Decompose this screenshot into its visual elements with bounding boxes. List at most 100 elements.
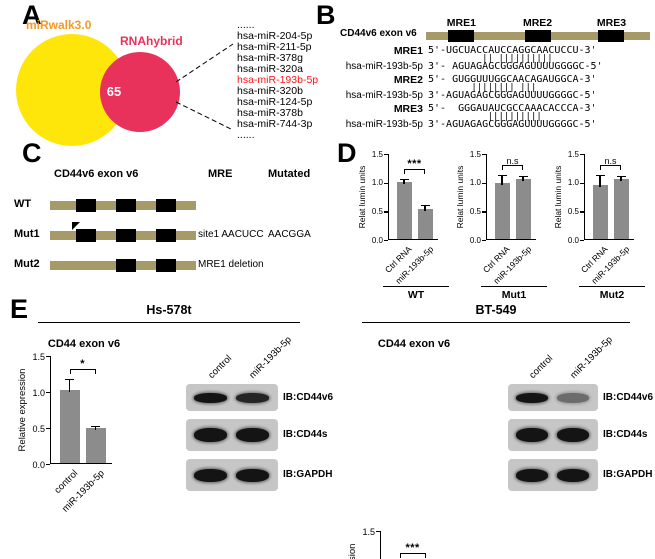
blot-band xyxy=(194,468,228,482)
y-tick xyxy=(482,182,486,184)
bt549-header-line xyxy=(362,322,630,323)
venn-circle-rnahybrid xyxy=(100,52,180,132)
match-marks: |||||||||| xyxy=(428,112,542,122)
bt-chart-title: CD44 exon v6 xyxy=(377,338,451,350)
venn-connector-lines xyxy=(175,43,234,131)
match-marks: |||||||| ||| xyxy=(428,83,537,93)
panel-c-content: CD44v6 exon v6 MRE Mutated WT Mut1 site1 A… xyxy=(10,160,332,295)
error-bar-cap xyxy=(497,174,507,176)
y-tick xyxy=(46,392,50,394)
error-bar-cap xyxy=(595,174,605,176)
blot-band xyxy=(516,468,549,482)
blot-band xyxy=(516,428,549,442)
mutation-marker xyxy=(72,222,80,230)
significance-bracket xyxy=(69,369,96,375)
group-label: Mut2 xyxy=(599,289,625,301)
mirna-sequence: 3'-AGUAGAGCGGGAGUUUUGGGGC-5' xyxy=(428,119,597,130)
error-bar-cap xyxy=(616,175,626,178)
match-marks: || |||||||||| xyxy=(428,54,553,64)
blot-strip xyxy=(508,419,598,451)
mirna-list-item: hsa-miR-193b-5p xyxy=(237,74,319,86)
y-tick-label: 1.5 xyxy=(567,149,579,159)
c-col-mutated: Mutated xyxy=(268,168,311,180)
target-sequence: 5'- GUGGUUUGGCAACAGAUGGCA-3' xyxy=(428,74,597,85)
panel-d-charts: Relat lumin units *** 0.0 0.5 1.0 1.5 Ctrl RNA… xyxy=(356,150,650,304)
target-sequence: 5'-UGCUACCAUCCAGGCAACUCCU-3' xyxy=(428,45,597,56)
bt549-header: BT-549 xyxy=(475,303,517,317)
error-bar-cap xyxy=(420,205,430,207)
y-tick-label: 1.0 xyxy=(567,178,579,188)
bar xyxy=(417,209,433,239)
bar xyxy=(515,178,531,239)
blot-band xyxy=(556,468,589,482)
venn-overlap-count: 65 xyxy=(106,84,122,99)
error-bar-cap xyxy=(518,175,528,178)
blot-row-label: IB:GAPDH xyxy=(603,469,653,480)
plot-area: *** xyxy=(388,154,438,240)
error-bar xyxy=(620,177,622,181)
mirna-list-item: hsa-miR-378g xyxy=(237,52,303,64)
mre-name: MRE2 xyxy=(393,74,423,86)
blot-band xyxy=(556,392,589,403)
y-tick xyxy=(482,154,486,156)
panel-c-label: C xyxy=(22,138,42,168)
hs578t-header: Hs-578t xyxy=(146,303,192,317)
y-tick-label: 1.0 xyxy=(32,387,45,398)
panel-b-content: CD44v6 exon v6 MRE1 MRE2 MRE3 MRE1 5'-UGCUA… xyxy=(340,12,652,133)
blot-band xyxy=(194,428,228,442)
mirna-list-item: hsa-miR-320b xyxy=(237,85,303,97)
y-axis-label: Relat lumin units xyxy=(553,165,563,229)
blot-band xyxy=(235,428,269,442)
y-tick xyxy=(384,182,388,184)
blot-strip xyxy=(508,459,598,491)
panel-d-label: D xyxy=(337,138,357,168)
bar xyxy=(59,389,80,463)
bar-chart-bt549: Relative expression***0.00.51.01.5contro… xyxy=(346,527,486,559)
blot-column-label: control xyxy=(527,353,556,381)
y-tick xyxy=(376,531,380,533)
blot-row-label: IB:CD44v6 xyxy=(603,391,654,403)
significance-label: * xyxy=(80,358,85,371)
y-tick-label: 0.0 xyxy=(371,235,383,245)
mre-label: MRE2 xyxy=(522,17,553,29)
mirna-list-item: hsa-miR-124-5p xyxy=(237,96,313,108)
y-axis-label: Relative expression xyxy=(17,368,28,452)
bar xyxy=(396,181,412,239)
y-tick xyxy=(46,464,50,466)
plot-area: * xyxy=(50,356,112,464)
mre-box xyxy=(116,229,136,242)
y-tick xyxy=(580,211,584,213)
mirna-name: hsa-miR-193b-5p xyxy=(345,61,423,72)
blot-bt549: control miR-193b-5p IB:CD44v6 IB:CD44s IB:GA… xyxy=(508,330,655,552)
y-tick xyxy=(384,211,388,213)
mirna-list-item: hsa-miR-204-5p xyxy=(237,30,313,42)
mre-box xyxy=(76,199,96,212)
y-tick-label: 0.5 xyxy=(32,423,45,434)
mre-box xyxy=(156,199,176,212)
significance-bracket xyxy=(404,168,425,174)
y-tick-label: 0.0 xyxy=(469,235,481,245)
y-tick-label: 0.0 xyxy=(567,235,579,245)
mutated-annotation: AACGGA xyxy=(268,229,311,240)
c-title: CD44v6 exon v6 xyxy=(54,168,139,180)
significance-bracket xyxy=(600,164,621,170)
mirna-sequence: 3'-AGUAGAGCGGGAGUUUUGGGGC-5' xyxy=(428,90,597,101)
error-bar xyxy=(68,380,71,392)
hs-chart-title: CD44 exon v6 xyxy=(47,338,121,350)
mre-label: MRE3 xyxy=(596,17,627,29)
error-bar xyxy=(94,427,97,431)
construct-name: Mut1 xyxy=(14,228,40,240)
significance-label: *** xyxy=(407,157,422,170)
blot-row-label: IB:CD44s xyxy=(603,429,648,440)
bar xyxy=(494,183,510,239)
mirna-list: ...... hsa-miR-204-5p hsa-miR-211-5p hsa-mi… xyxy=(237,20,318,141)
error-bar-cap xyxy=(399,178,409,180)
panel-b-label: B xyxy=(316,0,336,30)
blot-strip xyxy=(186,384,278,411)
alignment-block: MRE2 5'- GUGGUUUGGCAACAGAUGGCA-3' |||||||… xyxy=(340,75,652,101)
bar-chart-mut1: Relat lumin units n.s 0.0 0.5 1.0 1.5 Ctrl RNA… xyxy=(454,150,552,304)
blot-band xyxy=(516,392,549,403)
mre-box xyxy=(598,30,625,42)
y-tick xyxy=(580,182,584,184)
